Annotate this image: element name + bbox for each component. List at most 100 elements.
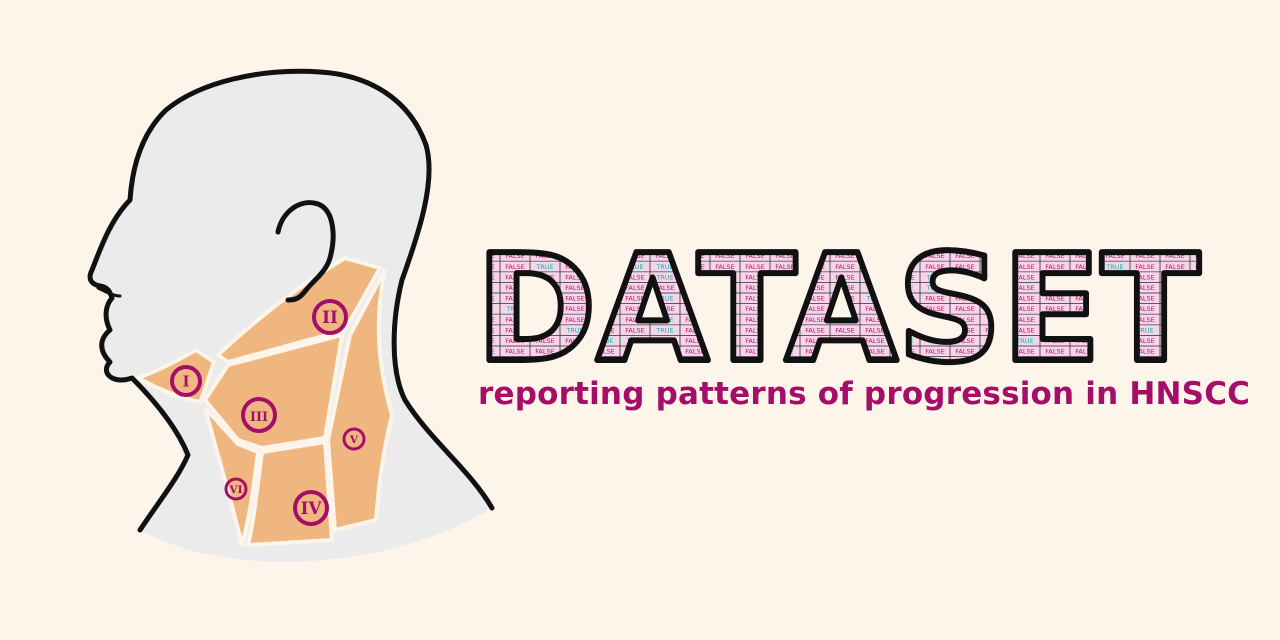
cell-value-false: FALSE: [595, 263, 614, 271]
grid-cell: [1189, 282, 1201, 294]
cell-value-false: FALSE: [955, 326, 974, 334]
cell-value-false: FALSE: [1075, 326, 1094, 334]
cell-value-false: FALSE: [805, 337, 824, 345]
cell-value-true: TRUE: [1135, 326, 1153, 334]
cell-value-false: FALSE: [775, 273, 794, 281]
cell-value-false: FALSE: [1165, 337, 1184, 345]
cell-value-true: TRUE: [1165, 295, 1183, 303]
cell-value-false: FALSE: [955, 252, 974, 260]
cell-value-false: FALSE: [625, 348, 644, 356]
cell-value-false: FALSE: [565, 263, 584, 271]
cell-value-false: FALSE: [1195, 263, 1210, 271]
cell-value-false: FALSE: [1015, 316, 1034, 324]
level-badge-ring: [224, 477, 248, 501]
cell-value-false: FALSE: [715, 242, 734, 250]
cell-value-false: FALSE: [1015, 326, 1034, 334]
cell-value-false: FALSE: [775, 358, 794, 366]
cell-value-false: FALSE: [565, 316, 584, 324]
cell-value-false: FALSE: [925, 295, 944, 303]
cell-value-false: FALSE: [1195, 326, 1210, 334]
cell-value-false: FALSE: [565, 358, 584, 366]
cell-value-false: FALSE: [985, 348, 1004, 356]
cell-value-false: FALSE: [715, 252, 734, 260]
cell-value-false: FALSE: [1195, 316, 1210, 324]
cell-value-false: FALSE: [505, 337, 524, 345]
cell-value-true: TRUE: [775, 348, 793, 356]
cell-value-false: FALSE: [1075, 263, 1094, 271]
cell-value-false: FALSE: [745, 295, 764, 303]
cell-value-false: FALSE: [715, 337, 734, 345]
cell-value-false: FALSE: [835, 284, 854, 292]
cell-value-false: FALSE: [955, 295, 974, 303]
cell-value-false: FALSE: [835, 273, 854, 281]
cell-value-false: FALSE: [1135, 284, 1154, 292]
cell-value-false: FALSE: [985, 305, 1004, 313]
cell-value-false: FALSE: [1135, 263, 1154, 271]
cell-value-false: FALSE: [535, 284, 554, 292]
grid-cell: [1189, 324, 1201, 336]
cell-value-true: TRUE: [925, 284, 943, 292]
cell-value-false: FALSE: [535, 326, 554, 334]
grid-cell: [1189, 303, 1201, 315]
level-badge-label: III: [250, 410, 268, 425]
cell-value-false: FALSE: [1195, 252, 1210, 260]
cell-value-true: TRUE: [535, 242, 553, 250]
cell-value-false: FALSE: [565, 337, 584, 345]
cell-value-false: FALSE: [475, 295, 494, 303]
cell-value-false: FALSE: [1165, 316, 1184, 324]
cell-value-false: FALSE: [925, 242, 944, 250]
cell-value-false: FALSE: [895, 263, 914, 271]
cell-value-false: FALSE: [715, 284, 734, 292]
cell-value-false: FALSE: [805, 305, 824, 313]
grid-cell: [1189, 335, 1201, 347]
cell-value-false: FALSE: [895, 316, 914, 324]
cell-value-false: FALSE: [685, 316, 704, 324]
cell-value-false: FALSE: [895, 295, 914, 303]
level-badge-label: II: [322, 307, 338, 327]
cell-value-true: TRUE: [595, 295, 613, 303]
cell-value-false: FALSE: [955, 316, 974, 324]
cell-value-false: FALSE: [805, 273, 824, 281]
cell-value-false: FALSE: [745, 252, 764, 260]
ear-outline: [275, 200, 336, 303]
grid-cell: [1189, 345, 1201, 357]
cell-value-false: FALSE: [625, 305, 644, 313]
cell-value-false: FALSE: [1045, 326, 1064, 334]
cell-value-false: FALSE: [1045, 358, 1064, 366]
cell-value-false: FALSE: [655, 358, 674, 366]
cell-value-false: FALSE: [1105, 326, 1124, 334]
cell-value-false: FALSE: [745, 284, 764, 292]
cell-value-true: TRUE: [655, 273, 673, 281]
cell-value-false: FALSE: [475, 316, 494, 324]
cell-value-false: FALSE: [985, 337, 1004, 345]
cell-value-false: FALSE: [805, 326, 824, 334]
level-badge-ring: [342, 427, 366, 451]
cell-value-false: FALSE: [715, 358, 734, 366]
cell-value-false: FALSE: [925, 326, 944, 334]
cell-value-true: TRUE: [655, 263, 673, 271]
cell-value-false: FALSE: [685, 305, 704, 313]
cell-value-false: FALSE: [1045, 305, 1064, 313]
dataset-title-text: DATASET: [476, 230, 1200, 370]
cell-value-true: TRUE: [625, 337, 643, 345]
cell-value-true: TRUE: [715, 348, 733, 356]
cell-value-false: FALSE: [1165, 252, 1184, 260]
cell-value-false: FALSE: [745, 358, 764, 366]
cell-value-false: FALSE: [595, 326, 614, 334]
cell-value-false: FALSE: [715, 273, 734, 281]
cell-value-true: TRUE: [655, 242, 673, 250]
cell-value-false: FALSE: [1045, 348, 1064, 356]
level-badge-iii: III: [241, 397, 277, 433]
cell-value-false: FALSE: [865, 273, 884, 281]
cell-value-false: FALSE: [1195, 273, 1210, 281]
cell-value-false: FALSE: [775, 263, 794, 271]
cell-value-true: TRUE: [1195, 284, 1210, 292]
cell-value-false: FALSE: [595, 316, 614, 324]
level-badge-vi: VI: [224, 477, 248, 501]
cell-value-false: FALSE: [1015, 305, 1034, 313]
cell-value-false: FALSE: [475, 242, 494, 250]
cell-value-false: FALSE: [835, 337, 854, 345]
cell-value-true: TRUE: [685, 358, 703, 366]
cell-value-false: FALSE: [625, 242, 644, 250]
